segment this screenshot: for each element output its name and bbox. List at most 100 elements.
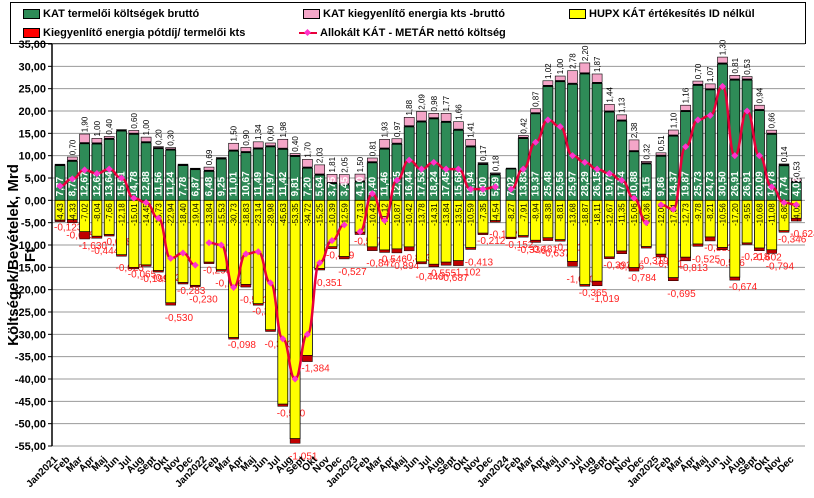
- legend-swatch-green: [23, 9, 40, 19]
- data-label-kat: 26,91: [742, 171, 753, 196]
- data-label-kieg: 0,53: [792, 161, 801, 177]
- data-label-hupx: -17,31: [669, 203, 678, 226]
- data-label-potdij: -0,444: [91, 246, 120, 257]
- bar-potdij: [190, 285, 201, 288]
- bar-separator: [367, 161, 378, 163]
- data-label-kat: 11,97: [266, 171, 277, 196]
- bar-kieg: [428, 112, 440, 118]
- data-label-potdij: -0,847: [366, 259, 395, 270]
- data-label-kieg: 0,14: [780, 146, 789, 162]
- data-label-potdij: -0,218: [741, 252, 770, 263]
- bar-kieg: [591, 73, 603, 83]
- bar-kieg: [314, 164, 326, 175]
- bar-separator: [104, 138, 115, 140]
- line-marker: [417, 165, 426, 173]
- data-label-kat: 7,78: [178, 176, 189, 196]
- data-label-kat: 26,56: [555, 171, 566, 196]
- line-marker: [393, 176, 401, 184]
- data-label-kieg: 0,70: [68, 139, 77, 155]
- y-tick-label: -25,00: [15, 307, 46, 319]
- data-label-kieg: 0,60: [267, 125, 276, 141]
- legend-label: KAT termelői költségek bruttó: [43, 8, 200, 20]
- bar-kieg: [240, 147, 252, 152]
- bar-kieg: [517, 135, 529, 138]
- bar-separator: [680, 110, 691, 112]
- bar-potdij: [440, 261, 452, 266]
- bar-potdij: [530, 240, 541, 243]
- bar-kieg: [302, 159, 313, 168]
- data-label-kieg: 1,00: [93, 120, 102, 136]
- data-label-kat: 26,91: [730, 171, 741, 196]
- line-marker: [230, 283, 238, 291]
- data-label-kieg: 2,03: [316, 147, 325, 163]
- data-label-kieg: 0,81: [731, 57, 740, 73]
- bar-separator: [404, 125, 415, 127]
- data-label-hupx: -13,51: [454, 203, 463, 226]
- bar-potdij: [339, 256, 350, 260]
- line-marker: [694, 116, 702, 124]
- data-label-potdij: -0,351: [314, 278, 343, 289]
- data-label-kat: 11,56: [153, 171, 164, 196]
- data-label-potdij: -0,152: [505, 240, 534, 251]
- bar-potdij: [453, 260, 464, 266]
- data-label-kat: 8,40: [367, 176, 378, 196]
- data-label-kieg: 1,30: [719, 39, 728, 55]
- data-label-kieg: 0,40: [291, 136, 300, 152]
- bar-separator: [705, 88, 716, 90]
- data-label-hupx: -10,68: [755, 203, 764, 226]
- bar-potdij: [103, 234, 115, 237]
- bar-potdij: [79, 231, 90, 240]
- bar-potdij: [67, 219, 78, 223]
- data-label-kieg: 0,30: [167, 130, 176, 146]
- legend-label: KAT kiegyenlítő energia kts -bruttó: [323, 8, 505, 20]
- data-label-kat: 30,50: [718, 171, 729, 196]
- data-label-kieg: 2,20: [581, 45, 590, 61]
- data-label-kat: 7,74: [779, 176, 790, 196]
- bar-separator: [453, 129, 464, 131]
- data-label-potdij: -1,051: [289, 451, 318, 462]
- data-label-hupx: -15,06: [630, 203, 639, 226]
- bar-potdij: [668, 277, 679, 282]
- bar-separator: [428, 117, 439, 119]
- data-label-potdij: -0,602: [753, 253, 782, 264]
- bar-separator: [729, 78, 740, 81]
- line-marker: [217, 241, 225, 249]
- data-label-potdij: -0,319: [640, 256, 669, 267]
- data-label-hupx: -9,78: [694, 203, 703, 222]
- data-label-kat: 9,25: [216, 176, 227, 196]
- data-label-hupx: -8,27: [507, 203, 516, 222]
- data-label-kieg: 0,97: [393, 121, 402, 137]
- data-label-kat: 8,73: [67, 176, 78, 196]
- data-label-kat: 4,02: [791, 176, 802, 196]
- y-tick-label: -15,00: [15, 262, 46, 274]
- bar-kieg: [655, 152, 667, 156]
- bar-separator: [579, 72, 590, 74]
- data-label-hupx: -11,12: [381, 203, 390, 226]
- bar-separator: [153, 147, 164, 149]
- legend-item-netto: Allokált KÁT - METÁR nettó költség: [299, 27, 506, 39]
- data-label-potdij: -0,794: [766, 261, 795, 272]
- data-label-kieg: 1,66: [454, 104, 463, 120]
- data-label-kat: 8,15: [641, 176, 652, 196]
- line-marker: [792, 201, 800, 209]
- data-label-kat: 13,64: [104, 171, 115, 196]
- data-label-kieg: 0,94: [755, 87, 764, 103]
- bar-potdij: [490, 220, 501, 223]
- bar-separator: [141, 141, 152, 143]
- bar-separator: [656, 155, 666, 157]
- bar-potdij: [379, 249, 390, 253]
- line-marker: [768, 183, 776, 191]
- data-label-hupx: -18,87: [581, 203, 590, 226]
- data-label-kieg: 1,93: [381, 121, 390, 137]
- data-label-kieg: 0,69: [205, 149, 214, 165]
- bar-potdij: [367, 246, 378, 251]
- data-label-hupx: -12,59: [340, 203, 349, 226]
- bar-separator: [277, 148, 288, 150]
- bar-potdij: [505, 237, 517, 240]
- data-label-potdij: -0,230: [189, 294, 218, 305]
- data-label-kieg: 1,87: [593, 56, 602, 72]
- legend-line-marker-icon: [299, 29, 317, 37]
- bar-kieg: [567, 70, 578, 84]
- y-tick-label: 20,00: [18, 106, 46, 118]
- data-label-kat: 17,53: [417, 171, 428, 196]
